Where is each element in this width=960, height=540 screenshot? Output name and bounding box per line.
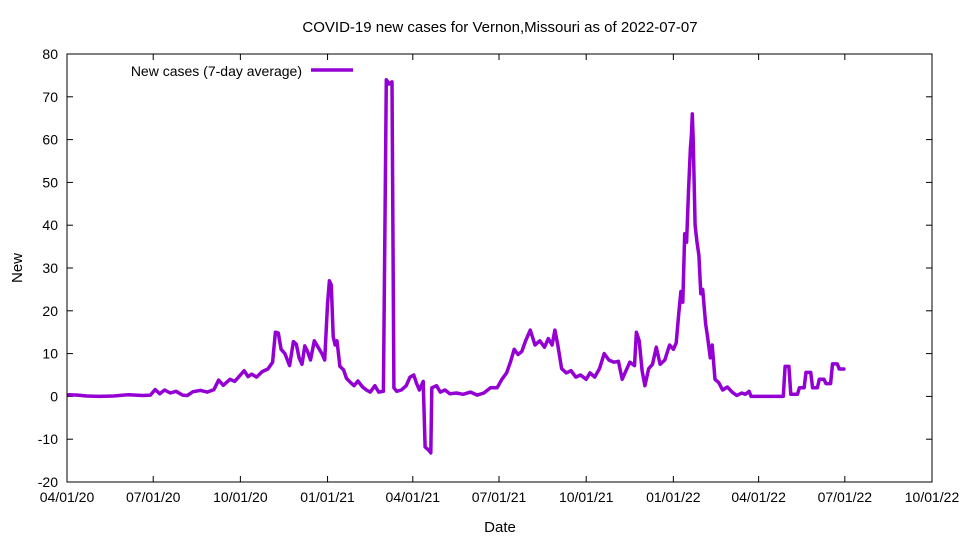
x-tick-label: 04/01/21 xyxy=(386,489,441,505)
x-tick-label: 01/01/22 xyxy=(646,489,701,505)
x-tick-label: 04/01/20 xyxy=(40,489,95,505)
y-tick-label: 50 xyxy=(42,174,58,190)
x-tick-label: 10/01/20 xyxy=(213,489,268,505)
x-tick-label: 07/01/20 xyxy=(126,489,181,505)
y-tick-label: 40 xyxy=(42,217,58,233)
y-tick-label: 20 xyxy=(42,303,58,319)
chart-title: COVID-19 new cases for Vernon,Missouri a… xyxy=(302,19,697,36)
y-tick-labels: -20 -10 0 10 20 30 40 50 60 70 80 xyxy=(38,46,58,490)
y-tick-label: 30 xyxy=(42,260,58,276)
y-tick-label: 70 xyxy=(42,89,58,105)
y-tick-label: 60 xyxy=(42,132,58,148)
x-tick-label: 10/01/22 xyxy=(905,489,960,505)
legend-label: New cases (7-day average) xyxy=(131,63,302,79)
y-axis-label: New xyxy=(9,253,26,283)
y-tick-label: -20 xyxy=(38,474,58,490)
x-tick-label: 10/01/21 xyxy=(559,489,614,505)
y-tick-label: 0 xyxy=(50,388,58,404)
tick-marks xyxy=(66,53,933,483)
plot-frame xyxy=(66,53,933,483)
x-tick-labels: 04/01/20 07/01/20 10/01/20 01/01/21 04/01/21… xyxy=(40,489,960,505)
series-line xyxy=(67,77,846,455)
x-tick-label: 07/01/21 xyxy=(472,489,527,505)
x-tick-label: 04/01/22 xyxy=(731,489,786,505)
y-tick-label: 10 xyxy=(42,346,58,362)
legend: New cases (7-day average) xyxy=(131,63,353,79)
y-tick-label: 80 xyxy=(42,46,58,62)
x-tick-label: 07/01/22 xyxy=(818,489,873,505)
x-tick-label: 01/01/21 xyxy=(300,489,355,505)
x-axis-label: Date xyxy=(484,519,516,536)
y-tick-label: -10 xyxy=(38,431,58,447)
